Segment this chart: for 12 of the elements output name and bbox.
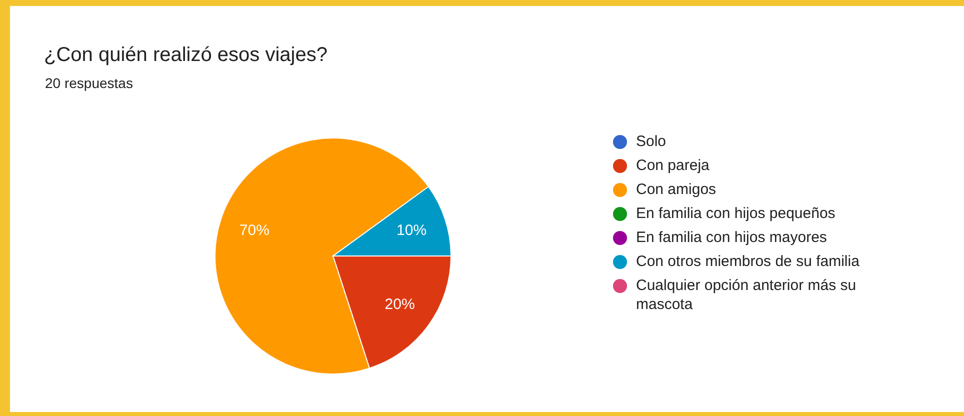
data-label: 20%	[384, 296, 415, 314]
legend-label: Cualquier opción anterior más su mascota	[636, 276, 858, 314]
legend-label: Con pareja	[636, 156, 710, 175]
legend-label: Solo	[636, 132, 666, 151]
data-label: 10%	[396, 222, 427, 239]
data-label: 70%	[239, 222, 270, 239]
legend-label: En familia con hijos mayores	[636, 228, 827, 247]
legend-label: En familia con hijos pequeños	[636, 204, 836, 223]
text: 20 respuestas	[45, 75, 133, 91]
chart-title: ¿Con quién realizó esos viajes?	[44, 44, 328, 67]
legend-label: Con otros miembros de su familia	[636, 252, 860, 271]
legend-label: Con amigos	[636, 180, 716, 199]
